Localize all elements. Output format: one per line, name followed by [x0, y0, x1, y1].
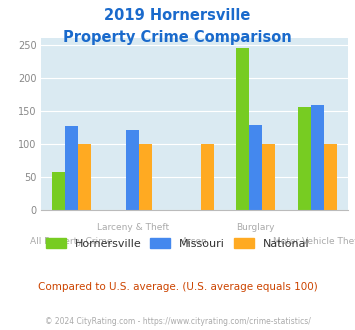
Bar: [52, 172, 65, 210]
Text: Motor Vehicle Theft: Motor Vehicle Theft: [273, 237, 355, 246]
Text: All Property Crime: All Property Crime: [30, 237, 113, 246]
Bar: [78, 144, 91, 210]
Text: Larceny & Theft: Larceny & Theft: [97, 223, 169, 232]
Bar: [236, 48, 249, 210]
Text: Property Crime Comparison: Property Crime Comparison: [63, 30, 292, 45]
Text: Burglary: Burglary: [236, 223, 275, 232]
Bar: [311, 105, 324, 210]
Text: © 2024 CityRating.com - https://www.cityrating.com/crime-statistics/: © 2024 CityRating.com - https://www.city…: [45, 317, 310, 326]
Bar: [298, 107, 311, 210]
Bar: [201, 144, 214, 210]
Bar: [249, 125, 262, 210]
Legend: Hornersville, Missouri, National: Hornersville, Missouri, National: [41, 234, 314, 253]
Bar: [65, 126, 78, 210]
Text: Arson: Arson: [181, 237, 207, 246]
Text: 2019 Hornersville: 2019 Hornersville: [104, 8, 251, 23]
Bar: [324, 144, 337, 210]
Text: Compared to U.S. average. (U.S. average equals 100): Compared to U.S. average. (U.S. average …: [38, 282, 317, 292]
Bar: [126, 130, 140, 210]
Bar: [262, 144, 275, 210]
Bar: [140, 144, 152, 210]
